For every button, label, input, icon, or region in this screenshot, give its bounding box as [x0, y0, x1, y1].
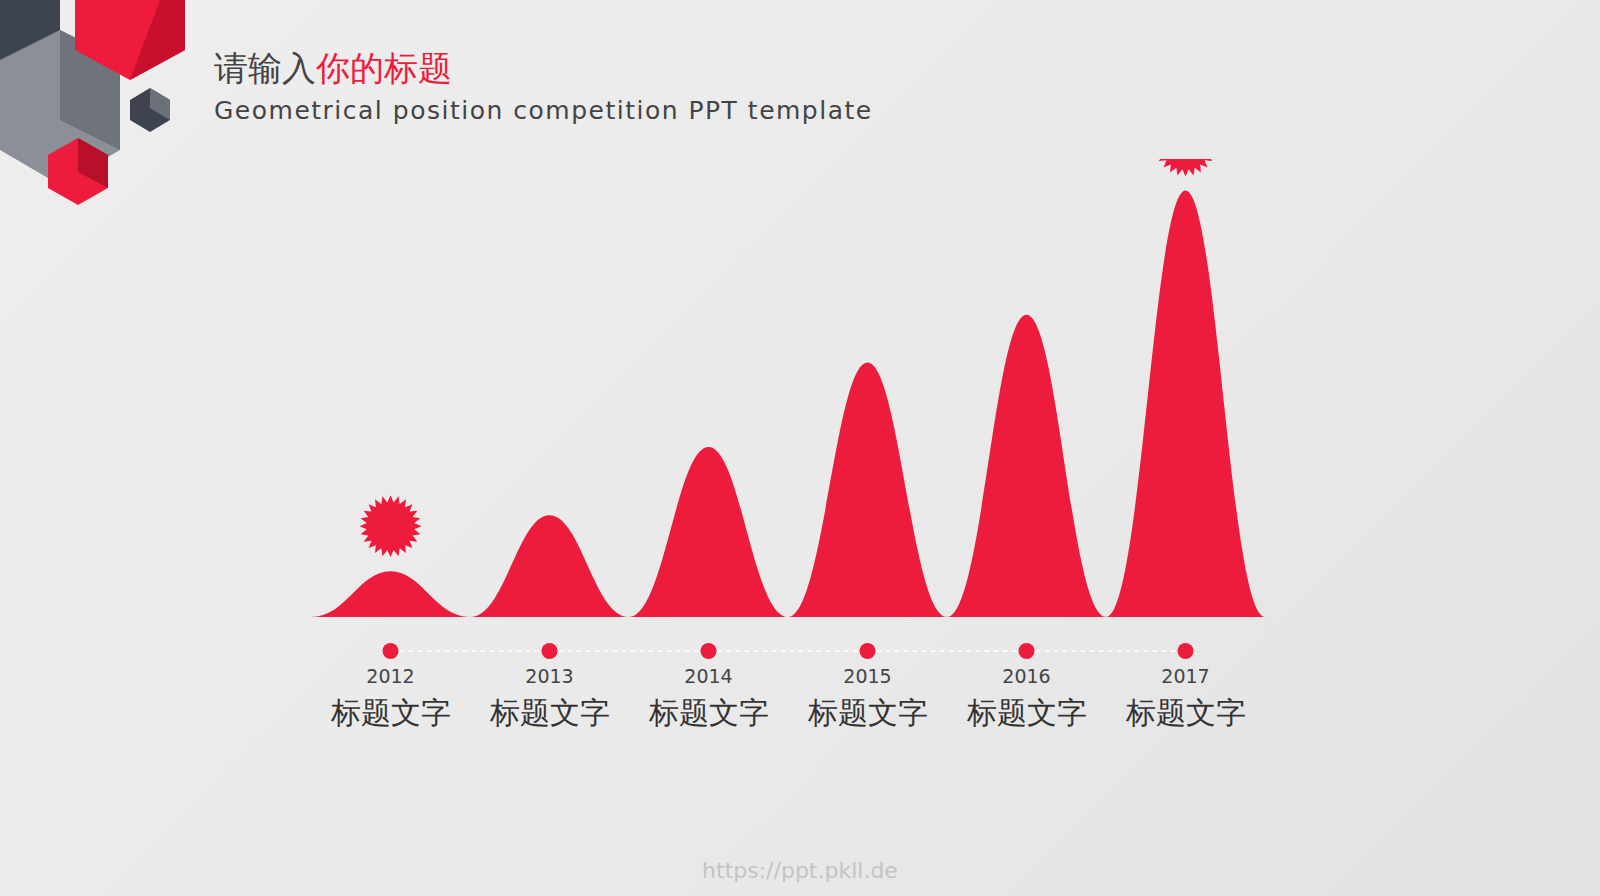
svg-text:2012: 2012: [366, 665, 414, 687]
svg-text:标题文字: 标题文字: [489, 695, 610, 730]
svg-text:标题文字: 标题文字: [330, 695, 451, 730]
svg-text:2015: 2015: [843, 665, 891, 687]
svg-text:2016: 2016: [1002, 665, 1050, 687]
svg-text:2013: 2013: [525, 665, 573, 687]
svg-text:标题文字: 标题文字: [648, 695, 769, 730]
html-text:https://ppt.pkll.de: https://ppt.pkll.de: [702, 858, 898, 883]
svg-text:标题文字: 标题文字: [807, 695, 928, 730]
svg-text:标题文字: 标题文字: [966, 695, 1087, 730]
html-text:Geometrical position competiti: Geometrical position competition PPT tem…: [214, 96, 873, 125]
svg-text:2017: 2017: [1161, 665, 1209, 687]
svg-text:标题文字: 标题文字: [1125, 695, 1246, 730]
html-text:请输入你的标题: 请输入你的标题: [214, 48, 452, 88]
svg-text:2014: 2014: [684, 665, 732, 687]
